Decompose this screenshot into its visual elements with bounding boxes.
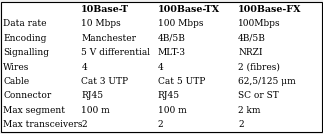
Text: 4B/5B: 4B/5B [238,34,266,43]
Text: 10 Mbps: 10 Mbps [81,19,121,28]
Text: 4: 4 [158,62,164,72]
Text: 4: 4 [81,62,87,72]
Text: Wires: Wires [3,62,29,72]
Text: 100 m: 100 m [158,106,187,115]
Text: SC or ST: SC or ST [238,91,279,100]
Text: 100 m: 100 m [81,106,110,115]
Text: 62,5/125 μm: 62,5/125 μm [238,77,296,86]
Text: Data rate: Data rate [3,19,47,28]
Text: NRZI: NRZI [238,48,263,57]
Text: Max segment: Max segment [3,106,65,115]
Text: 2: 2 [158,120,163,129]
Text: 2: 2 [238,120,244,129]
Text: Cat 5 UTP: Cat 5 UTP [158,77,205,86]
Text: 2 (fibres): 2 (fibres) [238,62,280,72]
Text: Manchester: Manchester [81,34,136,43]
Text: 100Mbps: 100Mbps [238,19,281,28]
Text: Connector: Connector [3,91,51,100]
Text: Cat 3 UTP: Cat 3 UTP [81,77,129,86]
Text: 4B/5B: 4B/5B [158,34,186,43]
Text: 100Base-FX: 100Base-FX [238,5,302,14]
Text: 5 V differential: 5 V differential [81,48,150,57]
Text: 100Base-TX: 100Base-TX [158,5,220,14]
Text: Signalling: Signalling [3,48,49,57]
Text: Cable: Cable [3,77,29,86]
Text: MLT-3: MLT-3 [158,48,186,57]
Text: 100 Mbps: 100 Mbps [158,19,203,28]
Text: RJ45: RJ45 [81,91,103,100]
Text: 10Base-T: 10Base-T [81,5,130,14]
Text: Encoding: Encoding [3,34,47,43]
Text: Max transceivers: Max transceivers [3,120,82,129]
Text: 2: 2 [81,120,87,129]
Text: 2 km: 2 km [238,106,261,115]
Text: RJ45: RJ45 [158,91,180,100]
